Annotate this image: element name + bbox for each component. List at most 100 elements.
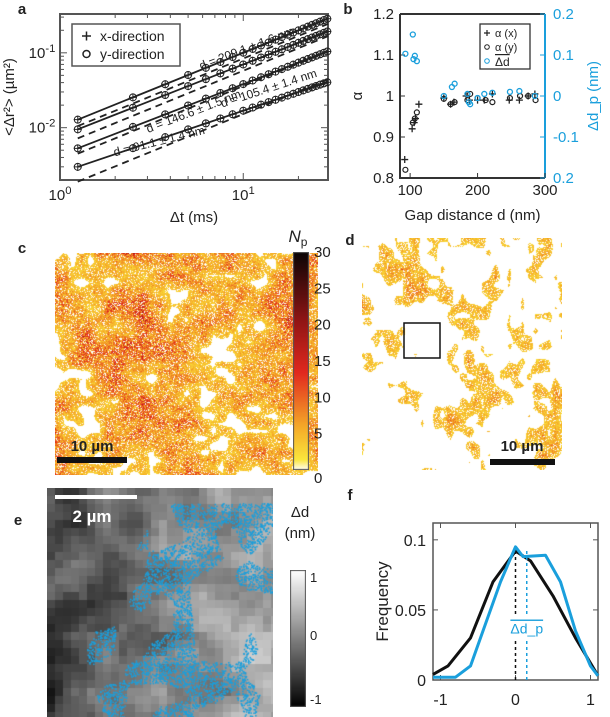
- marker-x-direction: [271, 47, 280, 56]
- marker-x-direction: [323, 14, 332, 23]
- colorbar-tick-label-e: 1: [310, 570, 317, 585]
- panel-e-colorbar: [290, 570, 306, 707]
- scale-bar-label-e: 2 µm: [72, 507, 111, 526]
- panel-c-colorbar: [293, 252, 309, 470]
- x-tick-label: 100: [398, 182, 423, 199]
- marker-x-direction: [228, 84, 237, 93]
- scale-bar-e: [55, 495, 137, 499]
- marker-x-direction: [216, 88, 225, 97]
- x-axis-label: Gap distance d (nm): [405, 207, 541, 224]
- point-alpha-y: [402, 166, 409, 173]
- marker-x-direction: [289, 89, 298, 98]
- y-tick-label: 0.1: [404, 533, 426, 550]
- point-alpha-y: [506, 94, 514, 102]
- marker-x-direction: [277, 33, 286, 42]
- marker-x-direction: [216, 69, 225, 78]
- colorbar-tick-label-c: 5: [314, 426, 322, 443]
- marker-x-direction: [271, 67, 280, 76]
- legend-box: [71, 23, 181, 67]
- marker-x-direction: [323, 78, 332, 87]
- legend-label-y: y-direction: [100, 46, 165, 62]
- scale-bar-label-d: 10 µm: [501, 438, 544, 455]
- y-tick-label: 0.8: [373, 170, 394, 187]
- y2-tick-label: 0: [553, 88, 561, 105]
- point-delta-d: [481, 90, 488, 98]
- scale-bar-c: [57, 457, 127, 463]
- marker-x-direction: [73, 162, 82, 171]
- point-alpha-y: [440, 95, 447, 102]
- legend-plus-icon: [82, 31, 91, 41]
- marker-x-direction: [257, 41, 266, 50]
- marker-x-direction: [239, 48, 248, 57]
- y2-tick-label: 0.2: [553, 6, 574, 23]
- point-delta-d: [402, 50, 409, 57]
- marker-x-direction: [161, 91, 170, 100]
- marker-x-direction: [299, 36, 308, 45]
- x-tick-label: 100: [49, 185, 72, 204]
- y-tick-label: 0.05: [395, 603, 426, 620]
- y-tick-label: 1.1: [373, 47, 394, 64]
- marker-x-direction: [323, 47, 332, 56]
- colorbar-tick-label-c: 10: [314, 389, 331, 406]
- colorbar-title-e: Δd: [291, 504, 309, 521]
- marker-x-direction: [299, 86, 308, 95]
- panel-label-c: c: [18, 240, 26, 257]
- colorbar-tick-label-e: 0: [310, 628, 317, 643]
- point-alpha-y: [489, 99, 496, 106]
- x-tick-label: 1: [586, 692, 595, 709]
- marker-x-direction: [201, 119, 210, 128]
- legend-label-alpha-x: α (x): [495, 28, 517, 40]
- marker-x-direction: [161, 133, 170, 142]
- point-alpha-x: [415, 100, 423, 108]
- point-alpha-y: [411, 115, 418, 122]
- y-tick-label: 10-1: [29, 43, 56, 62]
- marker-x-direction: [201, 94, 210, 103]
- marker-x-direction: [264, 70, 273, 79]
- marker-x-direction: [308, 53, 317, 62]
- point-delta-d: [409, 31, 416, 38]
- point-delta-d: [489, 89, 496, 96]
- colorbar-tick-label-c: 15: [314, 353, 331, 370]
- point-delta-d: [411, 52, 418, 59]
- x-axis-label: Δt (ms): [170, 209, 218, 226]
- point-alpha-y: [467, 90, 474, 98]
- point-delta-d: [516, 87, 523, 95]
- legend-label-x: x-direction: [100, 28, 165, 44]
- marker-x-direction: [239, 106, 248, 115]
- point-delta-d: [506, 88, 514, 96]
- marker-x-direction: [128, 103, 137, 112]
- x-tick-label: 101: [232, 185, 255, 204]
- point-alpha-y: [482, 96, 489, 104]
- marker-x-direction: [161, 110, 170, 119]
- point-delta-d: [451, 80, 458, 87]
- marker-x-direction: [312, 81, 321, 90]
- marker-x-direction: [228, 53, 237, 62]
- colorbar-tick-label-c: 0: [314, 470, 322, 487]
- marker-x-direction: [271, 35, 280, 44]
- marker-x-direction: [248, 103, 257, 112]
- marker-x-direction: [303, 35, 312, 44]
- marker-x-direction: [248, 44, 257, 53]
- y-axis-label: <Δr²> (µm²): [1, 58, 18, 136]
- scale-bar-label-c: 10 µm: [71, 438, 114, 455]
- y2-tick-label: 0.2: [553, 170, 574, 187]
- marker-x-direction: [184, 82, 193, 91]
- point-alpha-x: [408, 125, 416, 133]
- marker-x-direction: [128, 93, 137, 102]
- marker-x-direction: [312, 51, 321, 60]
- colorbar-tick-label-e: -1: [310, 692, 322, 707]
- reference-dashed-line: [77, 50, 329, 155]
- marker-x-direction: [323, 27, 332, 36]
- reference-dashed-line: [77, 78, 329, 183]
- series-line-all: [432, 549, 600, 677]
- y2-axis-label: Δd_p (nm): [585, 61, 602, 131]
- point-delta-d: [440, 92, 447, 100]
- y-axis-label: α: [349, 91, 366, 100]
- marker-x-direction: [294, 58, 303, 67]
- marker-x-direction: [257, 53, 266, 62]
- colorbar-unit-e: (nm): [285, 525, 316, 542]
- x-tick-label: -1: [433, 692, 447, 709]
- scale-bar-d: [490, 459, 555, 465]
